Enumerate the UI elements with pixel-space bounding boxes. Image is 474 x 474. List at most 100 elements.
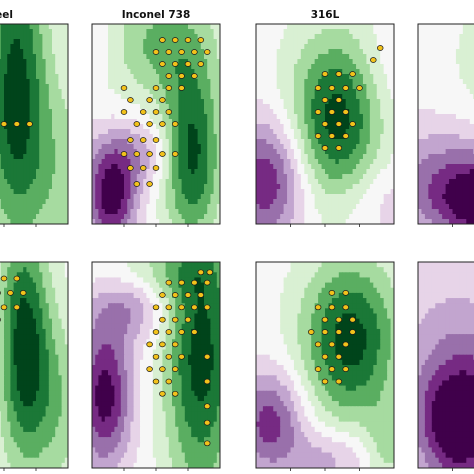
contour-cell [127, 89, 131, 95]
contour-cell [373, 174, 378, 180]
contour-cell [200, 54, 205, 60]
contour-cell [311, 219, 316, 224]
contour-cell [359, 94, 364, 100]
contour-cell [45, 139, 50, 145]
contour-cell [380, 54, 385, 60]
contour-cell [256, 104, 261, 110]
contour-cell [300, 34, 305, 40]
contour-cell [92, 44, 96, 50]
contour-cell [293, 169, 298, 175]
contour-cell [259, 144, 264, 150]
contour-cell [369, 179, 374, 185]
contour-cell [204, 34, 208, 40]
contour-cell [114, 99, 119, 105]
contour-cell [345, 139, 350, 145]
contour-cell [23, 119, 27, 125]
contour-cell [325, 204, 330, 210]
contour-cell [469, 24, 474, 30]
contour-cell [92, 99, 96, 105]
contour-cell [55, 54, 59, 60]
contour-cell [48, 179, 53, 185]
contour-cell [362, 109, 367, 115]
contour-cell [36, 59, 40, 65]
contour-cell [117, 179, 122, 185]
contour-cell [133, 79, 138, 85]
contour-cell [104, 149, 109, 155]
contour-cell [197, 164, 202, 170]
contour-cell [318, 124, 323, 130]
sample-point [314, 133, 322, 139]
contour-cell [98, 209, 103, 215]
contour-cell [32, 154, 37, 160]
contour-cell [159, 204, 163, 210]
contour-cell [338, 104, 343, 110]
contour-cell [29, 134, 34, 140]
contour-cell [0, 219, 5, 224]
contour-cell [36, 29, 40, 35]
contour-cell [172, 84, 176, 90]
contour-cell [168, 69, 173, 75]
contour-cell [390, 144, 394, 150]
contour-cell [108, 184, 112, 190]
contour-cell [287, 209, 292, 215]
contour-cell [184, 144, 189, 150]
contour-cell [101, 124, 106, 130]
contour-cell [197, 129, 202, 135]
contour-cell [290, 194, 295, 200]
contour-cell [366, 144, 371, 150]
contour-cell [152, 54, 157, 60]
contour-cell [61, 59, 66, 65]
contour-cell [191, 54, 195, 60]
contour-cell [98, 219, 103, 224]
contour-cell [45, 189, 50, 195]
contour-cell [117, 119, 122, 125]
contour-cell [276, 139, 281, 145]
contour-cell [7, 104, 11, 110]
contour-cell [184, 109, 189, 115]
contour-cell [159, 129, 163, 135]
contour-cell [32, 174, 37, 180]
contour-cell [26, 94, 31, 100]
contour-cell [283, 94, 288, 100]
contour-cell [52, 144, 56, 150]
contour-cell [345, 49, 350, 55]
contour-cell [143, 124, 147, 130]
contour-cell [0, 179, 2, 185]
contour-cell [146, 114, 151, 120]
contour-cell [55, 174, 59, 180]
contour-cell [307, 124, 312, 130]
contour-cell [175, 34, 179, 40]
contour-cell [4, 89, 8, 95]
sample-point [184, 61, 192, 67]
contour-cell [200, 94, 205, 100]
contour-cell [210, 209, 215, 215]
contour-cell [287, 139, 292, 145]
contour-cell [207, 219, 211, 224]
contour-cell [152, 214, 157, 220]
contour-cell [146, 39, 151, 45]
contour-cell [124, 154, 128, 160]
contour-cell [200, 99, 205, 105]
contour-cell [207, 79, 211, 85]
contour-cell [140, 44, 144, 50]
contour-cell [95, 124, 99, 130]
contour-cell [366, 129, 371, 135]
contour-cell [140, 114, 144, 120]
contour-cell [168, 114, 173, 120]
contour-cell [194, 139, 199, 145]
contour-cell [300, 119, 305, 125]
contour-cell [136, 109, 141, 115]
contour-cell [172, 94, 176, 100]
contour-cell [20, 184, 24, 190]
contour-cell [98, 169, 103, 175]
contour-cell [290, 214, 295, 220]
contour-cell [194, 89, 199, 95]
contour-cell [108, 49, 112, 55]
contour-cell [210, 139, 215, 145]
contour-cell [36, 114, 40, 120]
contour-cell [390, 194, 394, 200]
contour-cell [269, 144, 274, 150]
contour-cell [143, 24, 147, 30]
contour-cell [52, 34, 56, 40]
contour-cell [269, 79, 274, 85]
